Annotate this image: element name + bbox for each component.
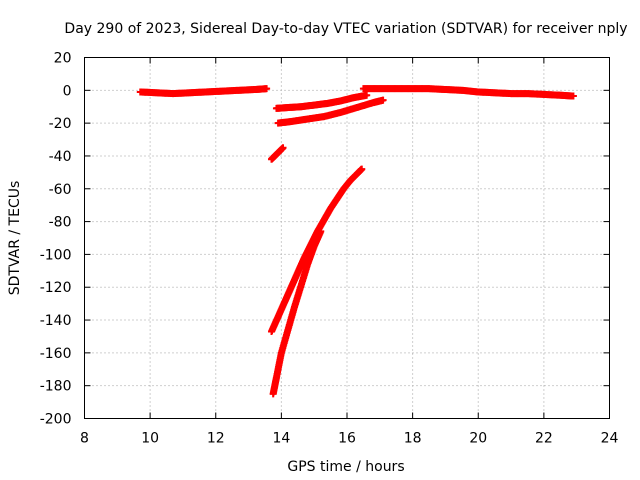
x-tick-label: 22: [535, 431, 553, 447]
x-tick-label: 18: [404, 431, 422, 447]
y-tick-label: -140: [40, 313, 72, 329]
y-tick-label: -20: [49, 116, 72, 132]
y-tick-label: -40: [49, 149, 72, 165]
x-tick-label: 24: [601, 431, 619, 447]
x-tick-label: 14: [272, 431, 290, 447]
y-axis-label: SDTVAR / TECUs: [7, 181, 23, 296]
data-point: [279, 144, 287, 152]
y-tick-label: -160: [40, 346, 72, 362]
y-tick-label: -100: [40, 247, 72, 263]
data-point: [263, 85, 271, 93]
y-tick-label: -120: [40, 280, 72, 296]
x-tick-label: 20: [469, 431, 487, 447]
data-point: [358, 165, 366, 173]
y-tick-label: -180: [40, 379, 72, 395]
axis-ticks: 8 10 12 14 16 18 20 22 24 20 0 -20 -40 -60 -80 -100 -120…: [40, 51, 619, 447]
data-point: [569, 92, 577, 100]
x-axis-label: GPS time / hours: [287, 459, 404, 475]
data-points: [136, 85, 577, 398]
y-tick-label: 0: [63, 83, 72, 99]
data-point: [379, 96, 387, 104]
y-tick-label: 20: [54, 51, 72, 67]
x-tick-label: 12: [207, 431, 225, 447]
y-tick-label: -60: [49, 182, 72, 198]
grid-lines: [84, 57, 610, 419]
y-tick-label: -200: [40, 412, 72, 428]
x-tick-label: 16: [338, 431, 356, 447]
y-tick-label: -80: [49, 215, 72, 231]
x-tick-label: 8: [80, 431, 89, 447]
chart-title: Day 290 of 2023, Sidereal Day-to-day VTE…: [64, 21, 627, 37]
data-point: [317, 227, 325, 235]
x-tick-label: 10: [141, 431, 159, 447]
data-point: [363, 91, 371, 99]
